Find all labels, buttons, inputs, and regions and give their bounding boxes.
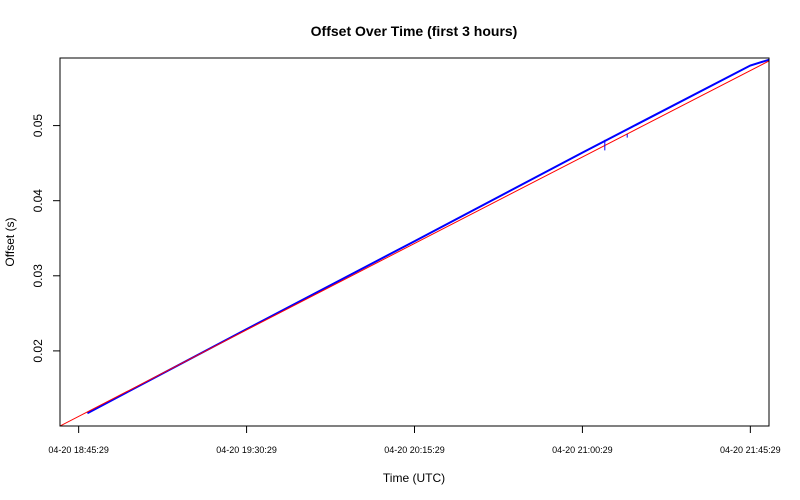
x-tick-label-2: 04-20 19:30:29 <box>216 445 277 455</box>
x-tick-label-4: 04-20 21:00:29 <box>552 445 613 455</box>
y-tick-label-4: 0.05 <box>31 114 45 138</box>
y-axis-label: Offset (s) <box>3 217 17 266</box>
x-tick-label-1: 04-20 18:45:29 <box>48 445 109 455</box>
x-axis-label: Time (UTC) <box>383 471 445 485</box>
y-tick-label-1: 0.02 <box>31 339 45 363</box>
x-tick-label-5: 04-20 21:45:29 <box>720 445 781 455</box>
series-line-2 <box>60 60 769 426</box>
y-tick-label-3: 0.04 <box>31 189 45 213</box>
chart-title: Offset Over Time (first 3 hours) <box>311 23 518 39</box>
series-layer <box>60 58 769 426</box>
plot-frame <box>59 57 770 427</box>
x-tick-label-3: 04-20 20:15:29 <box>384 445 445 455</box>
ticks-layer: 04-20 18:45:29 04-20 19:30:29 04-20 20:15:… <box>31 114 781 455</box>
y-tick-label-2: 0.03 <box>31 264 45 288</box>
